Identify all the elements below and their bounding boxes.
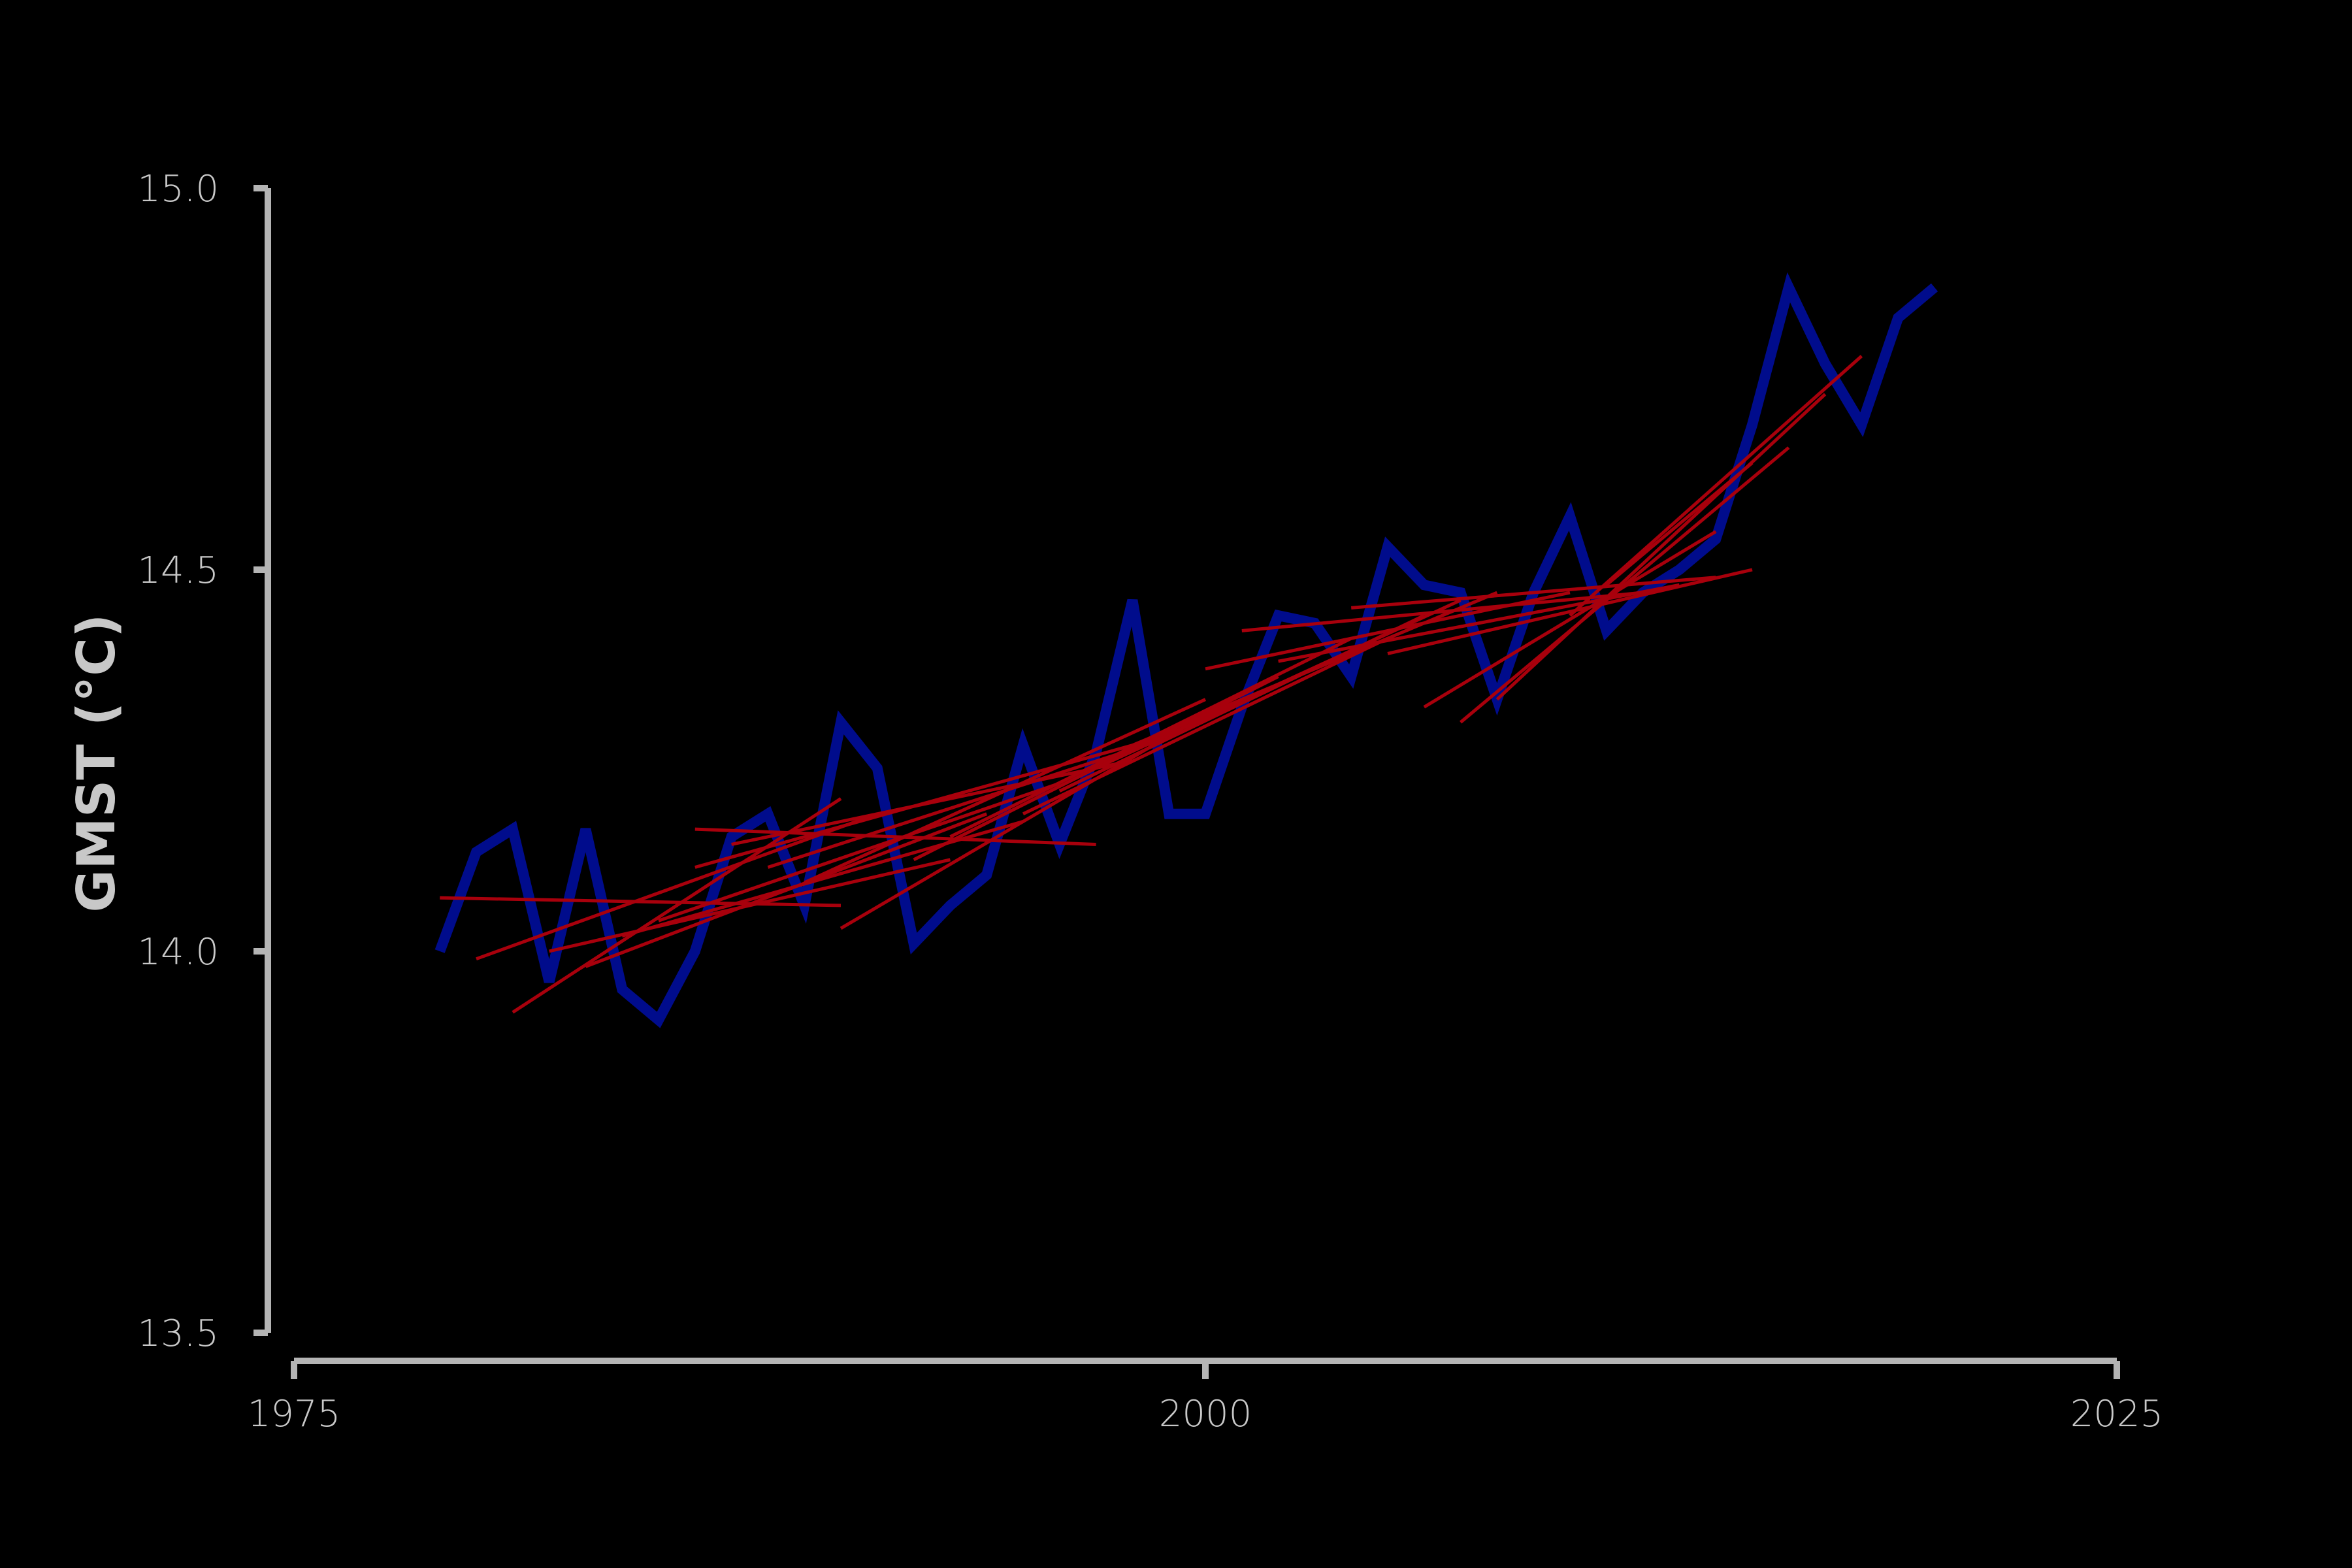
trend-line bbox=[767, 736, 1169, 869]
trend-line bbox=[731, 759, 1133, 846]
trend-line bbox=[1387, 568, 1753, 655]
trend-line bbox=[1605, 461, 1754, 587]
trend-line bbox=[476, 812, 878, 961]
trend-line bbox=[1495, 393, 1827, 701]
trend-line bbox=[1350, 576, 1716, 610]
y-tick-label: 14.5 bbox=[137, 549, 219, 592]
y-axis-title: GMST (°C) bbox=[66, 613, 127, 912]
trend-line bbox=[1569, 355, 1863, 617]
y-axis: 13.5 14.0 14.5 15.0 bbox=[137, 168, 271, 1355]
y-tick-label: 13.5 bbox=[137, 1313, 219, 1355]
trend-layer bbox=[440, 355, 1863, 1014]
series-line bbox=[434, 272, 1938, 1028]
trend-line bbox=[804, 698, 1207, 885]
trend-line bbox=[1423, 530, 1717, 709]
trend-line bbox=[658, 781, 1060, 923]
trend-line bbox=[1241, 591, 1643, 632]
trend-line bbox=[440, 896, 841, 907]
trend-line bbox=[694, 827, 1096, 846]
trend-line bbox=[1022, 636, 1389, 816]
series-layer bbox=[434, 272, 1938, 1028]
trend-line bbox=[1278, 583, 1680, 663]
trend-line bbox=[1132, 591, 1498, 747]
trend-line bbox=[1459, 446, 1790, 724]
x-tick-label: 2000 bbox=[1159, 1393, 1252, 1435]
x-tick-label: 2025 bbox=[2070, 1393, 2164, 1435]
y-tick-label: 14.0 bbox=[137, 931, 219, 973]
x-axis: 1975 2000 2025 bbox=[248, 1358, 2164, 1435]
y-tick-label: 15.0 bbox=[137, 168, 219, 210]
x-tick-label: 1975 bbox=[248, 1393, 341, 1435]
